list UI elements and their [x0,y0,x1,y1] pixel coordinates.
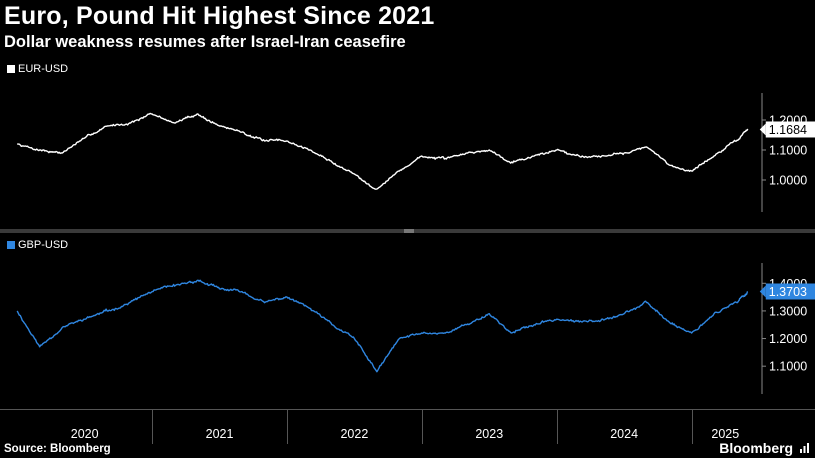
last-value-badge [765,283,815,300]
y-tick-label: 1.0000 [769,174,807,188]
last-value-pointer [759,123,766,136]
chart-title: Euro, Pound Hit Highest Since 2021 [4,2,435,30]
y-tick-label: 1.1000 [769,144,807,158]
x-tick-label: 2025 [711,427,740,441]
chart-subtitle: Dollar weakness resumes after Israel-Ira… [4,33,406,51]
x-year-separator [421,410,423,444]
legend-swatch-gbp [7,241,15,249]
x-tick-label: 2021 [205,427,234,441]
brand-label: Bloomberg [719,440,794,456]
x-year-separator [691,410,693,444]
x-tick-label: 2022 [340,427,369,441]
x-year-separator [286,410,288,444]
last-value-pointer [759,285,766,298]
legend-swatch-eur [7,65,15,73]
panel-divider-handle[interactable] [404,229,414,233]
last-value-badge [765,121,815,138]
series-line-eur-usd [17,112,749,190]
last-value-label: 1.1684 [769,123,807,137]
legend-eur-usd: EUR-USD [7,63,68,75]
legend-label-gbp: GBP-USD [18,239,69,251]
y-tick-label: 1.2000 [769,332,807,346]
x-year-separator [152,410,154,444]
x-tick-label: 2020 [70,427,99,441]
x-tick-label: 2023 [475,427,504,441]
y-tick-label: 1.1000 [769,360,807,374]
x-axis: 2020 2021 2022 2023 2024 2025 [0,409,815,444]
legend-gbp-usd: GBP-USD [7,239,68,251]
eur-usd-panel: 1.0000 1.1000 1.2000 1.1684 EUR-USD [2,57,815,229]
series-line-gbp-usd [16,279,749,373]
bloomberg-mark-icon [800,443,809,453]
legend-label-eur: EUR-USD [18,63,69,75]
last-value-label: 1.3703 [769,285,807,299]
x-tick-label: 2024 [610,427,639,441]
brand-logo: Bloomberg [719,440,811,456]
source-note: Source: Bloomberg [4,443,111,455]
y-tick-label: 1.3000 [769,304,807,318]
x-year-separator [556,410,558,444]
